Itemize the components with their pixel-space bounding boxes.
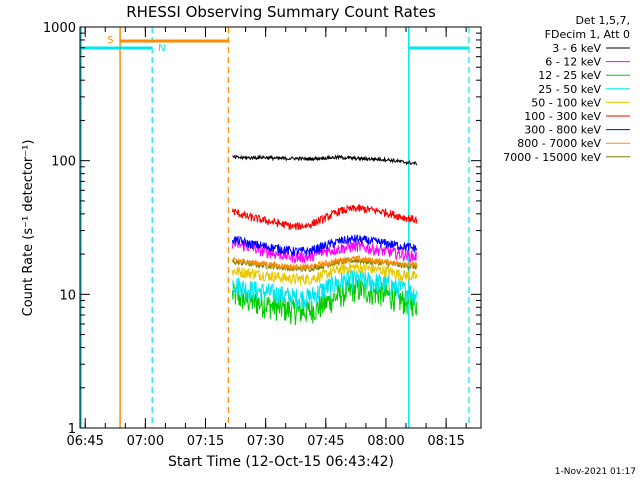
y-tick-label: 1 [68, 422, 76, 437]
legend-header-line: FDecim 1, Att 0 [545, 28, 630, 41]
night-label: N [158, 43, 165, 54]
x-tick-label: 07:15 [187, 434, 224, 449]
legend-header-line: Det 1,5,7, [575, 14, 630, 27]
series-line-2 [231, 278, 418, 326]
legend-label: 25 - 50 keV [538, 83, 601, 96]
legend-label: 7000 - 15000 keV [503, 151, 601, 164]
legend-label: 50 - 100 keV [531, 96, 601, 109]
plot-frame [79, 26, 482, 429]
y-axis-label: Count Rate (s⁻¹ detector⁻¹) [21, 140, 36, 317]
y-tick-label: 10 [59, 288, 76, 303]
x-tick-label: 07:30 [247, 434, 284, 449]
x-tick-label: 08:00 [367, 434, 404, 449]
legend-label: 800 - 7000 keV [517, 137, 601, 150]
y-tick-label: 1000 [43, 21, 76, 36]
saa-label: S [107, 35, 113, 46]
y-axis: 1 10 100 1000 [43, 21, 481, 437]
series-line-7 [231, 254, 418, 272]
x-tick-label: 06:45 [66, 434, 103, 449]
legend-label: 3 - 6 keV [552, 42, 601, 55]
chart-title: RHESSI Observing Summary Count Rates [126, 3, 436, 21]
series-line-4 [231, 261, 418, 286]
x-tick-label: 07:00 [127, 434, 164, 449]
legend-label: 12 - 25 keV [538, 69, 601, 82]
y-tick-label: 100 [51, 155, 76, 170]
legend-label: 300 - 800 keV [524, 124, 601, 137]
footer-date: 1-Nov-2021 01:17 [555, 467, 636, 477]
x-tick-label: 08:15 [427, 434, 464, 449]
legend-label: 100 - 300 keV [524, 110, 601, 123]
series-line-0 [232, 153, 418, 166]
legend-label: 6 - 12 keV [545, 56, 601, 69]
markers-layer: SN [80, 27, 470, 428]
series-line-5 [231, 203, 418, 231]
series-layer [231, 153, 418, 326]
x-tick-label: 07:45 [307, 434, 344, 449]
series-line-6 [231, 234, 418, 257]
series-line-3 [231, 269, 418, 309]
x-axis-label: Start Time (12-Oct-15 06:43:42) [168, 454, 394, 470]
x-axis: 06:45 07:00 07:15 07:30 07:45 08:00 08:15 [66, 27, 467, 449]
